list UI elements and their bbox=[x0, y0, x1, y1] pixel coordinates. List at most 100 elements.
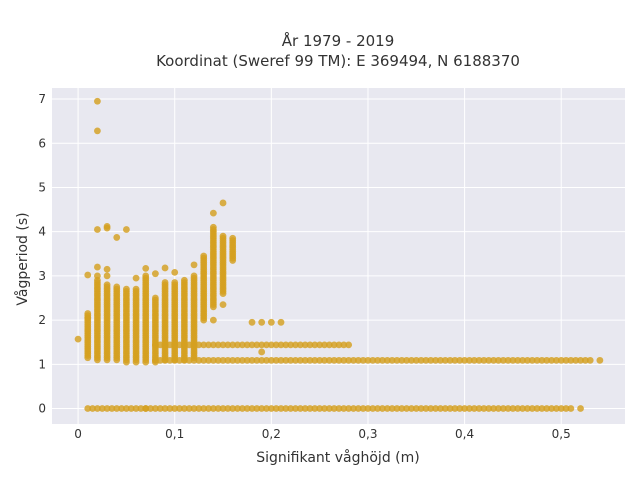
data-point bbox=[171, 279, 179, 286]
data-point bbox=[562, 405, 570, 412]
data-point bbox=[127, 405, 135, 412]
data-point bbox=[287, 356, 295, 364]
data-point bbox=[263, 341, 270, 349]
data-point bbox=[272, 356, 280, 364]
data-point bbox=[171, 405, 179, 412]
data-point bbox=[480, 405, 488, 412]
data-point bbox=[287, 405, 295, 412]
data-point bbox=[209, 341, 217, 349]
data-point bbox=[200, 405, 208, 412]
data-point bbox=[248, 405, 256, 412]
data-point bbox=[364, 356, 372, 364]
data-point bbox=[466, 405, 473, 412]
data-point bbox=[161, 341, 169, 349]
data-point bbox=[118, 405, 125, 412]
data-point bbox=[374, 405, 382, 412]
data-point bbox=[316, 405, 324, 412]
data-point bbox=[403, 356, 411, 364]
data-point bbox=[190, 261, 198, 269]
data-point bbox=[113, 234, 121, 241]
data-point bbox=[345, 341, 353, 349]
data-point bbox=[190, 272, 198, 280]
data-point bbox=[84, 271, 92, 279]
data-point bbox=[132, 285, 140, 293]
data-point bbox=[282, 356, 290, 364]
data-point bbox=[466, 356, 473, 364]
data-point bbox=[538, 405, 546, 412]
data-point bbox=[456, 356, 464, 364]
data-point bbox=[238, 405, 246, 412]
data-point bbox=[171, 356, 179, 364]
y-axis-label: Vågperiod (s) bbox=[14, 212, 31, 305]
data-point bbox=[316, 341, 324, 349]
data-point bbox=[596, 356, 604, 364]
data-point bbox=[258, 341, 266, 349]
data-point bbox=[408, 356, 415, 364]
data-point bbox=[359, 405, 367, 412]
data-point bbox=[263, 356, 270, 364]
data-point bbox=[567, 405, 575, 412]
data-point bbox=[74, 335, 82, 343]
data-point bbox=[195, 341, 203, 349]
data-point bbox=[113, 283, 121, 291]
data-point bbox=[306, 341, 314, 349]
data-point bbox=[369, 405, 377, 412]
data-point bbox=[548, 405, 555, 412]
chart-title-line-1: År 1979 - 2019 bbox=[282, 31, 395, 50]
x-axis-label: Signifikant våghöjd (m) bbox=[256, 449, 419, 466]
data-point bbox=[176, 405, 183, 412]
data-point bbox=[422, 405, 430, 412]
data-point bbox=[345, 405, 353, 412]
data-point bbox=[253, 356, 261, 364]
data-point bbox=[533, 405, 541, 412]
data-point bbox=[103, 405, 111, 412]
data-point bbox=[156, 405, 164, 412]
data-point bbox=[248, 356, 256, 364]
data-point bbox=[340, 405, 348, 412]
data-point bbox=[340, 356, 348, 364]
data-point bbox=[166, 405, 174, 412]
data-point bbox=[229, 405, 237, 412]
data-point bbox=[490, 405, 497, 412]
data-point bbox=[147, 405, 154, 412]
data-point bbox=[538, 356, 546, 364]
chart-title-line-2: Koordinat (Sweref 99 TM): E 369494, N 61… bbox=[156, 52, 520, 70]
data-point bbox=[330, 405, 338, 412]
data-point bbox=[412, 356, 420, 364]
data-point bbox=[137, 405, 145, 412]
data-point bbox=[103, 224, 111, 232]
x-tick-label: 0 bbox=[74, 427, 82, 441]
data-point bbox=[383, 356, 391, 364]
data-point bbox=[292, 405, 299, 412]
data-point bbox=[161, 405, 169, 412]
data-point bbox=[437, 405, 444, 412]
data-point bbox=[248, 318, 256, 326]
data-point bbox=[234, 405, 241, 412]
data-point bbox=[229, 341, 237, 349]
data-point bbox=[379, 356, 386, 364]
x-tick-label: 0,1 bbox=[165, 427, 184, 441]
data-point bbox=[253, 341, 261, 349]
data-point bbox=[335, 341, 343, 349]
data-point bbox=[345, 356, 353, 364]
data-point bbox=[180, 341, 188, 349]
data-point bbox=[403, 405, 411, 412]
data-point bbox=[296, 405, 304, 412]
data-point bbox=[504, 405, 512, 412]
data-point bbox=[258, 356, 266, 364]
data-point bbox=[185, 356, 193, 364]
data-point bbox=[354, 405, 362, 412]
data-point bbox=[209, 223, 217, 231]
data-point bbox=[229, 356, 237, 364]
data-point bbox=[306, 356, 314, 364]
data-point bbox=[151, 356, 159, 364]
data-point bbox=[509, 356, 517, 364]
data-point bbox=[156, 356, 164, 364]
data-point bbox=[94, 272, 101, 280]
data-point bbox=[528, 356, 536, 364]
data-point bbox=[282, 341, 290, 349]
data-point bbox=[195, 405, 203, 412]
data-point bbox=[292, 356, 299, 364]
data-point bbox=[214, 341, 222, 349]
data-point bbox=[586, 356, 594, 364]
